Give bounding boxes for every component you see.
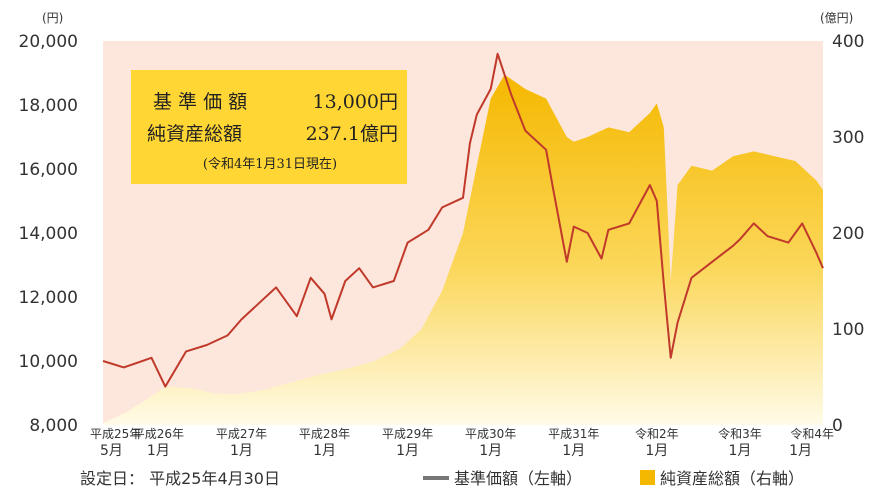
x-tick-year: 平成25年 [90,427,141,441]
x-tick-month: 1月 [479,443,502,459]
x-tick-month: 1月 [313,443,336,459]
left-tick-label: 20,000 [19,32,78,52]
x-tick-year: 令和3年 [718,426,762,441]
asset-area-series [103,74,823,425]
right-tick-label: 200 [832,224,864,244]
net-assets-label: 純資産総額 [147,123,242,145]
left-axis-unit: (円) [42,11,63,25]
price-line-series [102,52,824,388]
x-tick-year: 平成30年 [465,427,516,441]
left-tick-label: 16,000 [19,160,78,180]
right-axis-unit: (億円) [820,11,853,25]
right-tick-label: 0 [832,416,843,436]
x-tick-year: 令和2年 [635,426,679,441]
net-assets-value: 237.1億円 [306,123,398,145]
left-tick-label: 10,000 [19,352,78,372]
x-tick-year: 平成26年 [133,427,184,441]
left-tick-label: 8,000 [29,416,78,436]
x-tick-month: 1月 [789,443,812,459]
x-tick-month: 1月 [645,443,668,459]
legend-area-swatch [640,470,655,485]
legend-line-swatch [423,476,449,480]
legend-area-label: 純資産総額（右軸） [660,469,804,488]
x-tick-month: 1月 [562,443,585,459]
left-tick-label: 18,000 [19,96,78,116]
inception-date: 設定日： 平成25年4月30日 [80,469,280,488]
left-tick-label: 12,000 [19,288,78,308]
x-tick-month: 1月 [728,443,751,459]
x-tick-month: 1月 [396,443,419,459]
left-axis-ticks: 8,000 10,000 12,000 14,000 16,000 18,000 20,00… [19,32,78,436]
x-tick-month: 5月 [100,443,123,459]
x-tick-month: 1月 [147,443,170,459]
legend-line-label: 基準価額（左軸） [454,469,582,488]
nav-value: 13,000円 [313,91,398,113]
annotation-box-background [131,70,407,184]
left-tick-label: 14,000 [19,224,78,244]
right-tick-label: 300 [832,128,864,148]
right-axis-ticks: 0 100 200 300 400 [832,32,864,436]
right-tick-label: 100 [832,320,864,340]
x-tick-year: 平成28年 [299,427,350,441]
x-tick-year: 令和4年 [790,426,834,441]
x-tick-year: 平成27年 [216,427,267,441]
x-tick-year: 平成29年 [382,427,433,441]
annotation-box: 基 準 価 額 13,000円 純資産総額 237.1億円 (令和4年1月31日… [131,70,407,184]
right-tick-label: 400 [832,32,864,52]
nav-label: 基 準 価 額 [153,91,247,113]
as-of-note: (令和4年1月31日現在) [203,157,337,172]
x-tick-year: 平成31年 [548,427,599,441]
x-tick-month: 1月 [230,443,253,459]
